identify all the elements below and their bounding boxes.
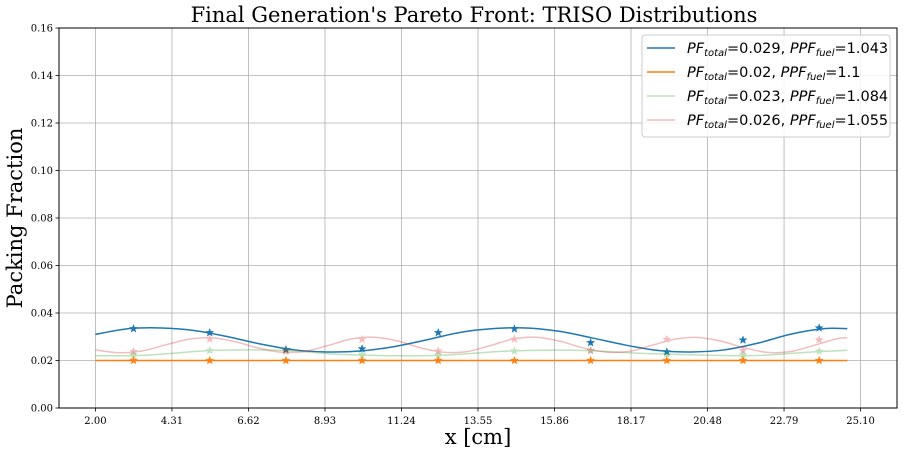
data-point [128, 346, 139, 356]
legend-label: PFtotal=0.029, PPFfuel=1.043 [687, 41, 888, 59]
y-tick-label: 0.16 [31, 24, 53, 35]
series-4 [95, 334, 848, 356]
x-tick-label: 25.10 [846, 416, 875, 427]
legend-label: PFtotal=0.023, PPFfuel=1.084 [687, 89, 888, 107]
data-point [738, 350, 748, 359]
data-point [128, 355, 139, 365]
data-point [662, 355, 672, 365]
data-point [357, 350, 367, 359]
series-line [95, 349, 848, 357]
series-3 [95, 345, 848, 359]
data-point [281, 345, 291, 355]
x-tick-label: 22.79 [770, 416, 799, 427]
data-point [357, 334, 367, 344]
data-point [128, 350, 139, 359]
legend: PFtotal=0.029, PPFfuel=1.043 PFtotal=0.02… [641, 34, 891, 138]
y-tick-label: 0.00 [31, 404, 53, 415]
data-point [738, 345, 748, 355]
y-tick-label: 0.12 [31, 119, 53, 130]
data-point [509, 324, 519, 333]
legend-box [641, 34, 891, 138]
data-point [205, 334, 215, 343]
y-axis: 0.00 0.02 0.04 0.06 0.08 0.10 0.12 0.14 0.16 [31, 24, 59, 415]
legend-item: PFtotal=0.029, PPFfuel=1.043 [647, 41, 888, 59]
legend-item: PFtotal=0.026, PPFfuel=1.055 [647, 113, 888, 131]
series-line [95, 336, 848, 354]
series-layer [95, 323, 848, 365]
legend-item: PFtotal=0.02, PPFfuel=1.1 [647, 65, 860, 83]
data-point [205, 327, 215, 337]
data-point [586, 355, 596, 365]
y-tick-label: 0.06 [31, 261, 53, 272]
series-1 [95, 323, 848, 356]
data-point [281, 346, 291, 356]
x-tick-label: 4.31 [161, 416, 183, 427]
legend-label: PFtotal=0.02, PPFfuel=1.1 [687, 65, 860, 83]
x-tick-label: 6.62 [237, 416, 259, 427]
y-tick-label: 0.10 [31, 166, 53, 177]
x-tick-label: 11.24 [387, 416, 416, 427]
y-tick-label: 0.08 [31, 214, 53, 225]
data-point [357, 344, 367, 353]
data-point [586, 345, 596, 355]
data-point [433, 350, 443, 359]
data-point [281, 355, 291, 365]
data-point [509, 334, 519, 343]
legend-label: PFtotal=0.026, PPFfuel=1.055 [687, 113, 888, 131]
data-point [662, 347, 672, 356]
data-point [662, 349, 672, 359]
x-tick-label: 2.00 [84, 416, 106, 427]
data-point [814, 323, 824, 332]
x-axis: 2.00 4.31 6.62 8.93 11.24 13.55 15.86 18.17 20.4… [84, 408, 875, 427]
data-point [205, 345, 215, 355]
data-point [433, 355, 443, 365]
data-point [738, 355, 748, 365]
data-point [433, 346, 443, 355]
y-tick-label: 0.14 [31, 71, 53, 82]
data-point [814, 355, 824, 365]
x-tick-label: 8.93 [314, 416, 336, 427]
data-point [433, 327, 443, 337]
data-point [509, 346, 519, 355]
data-point [205, 355, 215, 365]
data-point [128, 323, 139, 333]
data-point [586, 345, 596, 355]
x-tick-label: 20.48 [693, 416, 722, 427]
data-point [662, 334, 672, 344]
data-point [281, 344, 291, 354]
x-tick-label: 13.55 [464, 416, 493, 427]
x-tick-label: 15.86 [540, 416, 569, 427]
y-tick-label: 0.04 [31, 309, 53, 320]
data-point [509, 355, 519, 365]
series-line [95, 327, 848, 353]
data-point [586, 337, 596, 347]
x-axis-label: x [cm] [445, 425, 512, 449]
data-point [357, 355, 367, 365]
data-point [814, 346, 824, 356]
series-2 [95, 355, 848, 365]
data-point [814, 335, 824, 344]
chart-title: Final Generation's Pareto Front: TRISO D… [191, 3, 758, 27]
x-tick-label: 18.17 [617, 416, 646, 427]
y-axis-label: Packing Fraction [3, 128, 27, 309]
legend-item: PFtotal=0.023, PPFfuel=1.084 [647, 89, 888, 107]
data-point [738, 335, 748, 344]
y-tick-label: 0.02 [31, 356, 53, 367]
